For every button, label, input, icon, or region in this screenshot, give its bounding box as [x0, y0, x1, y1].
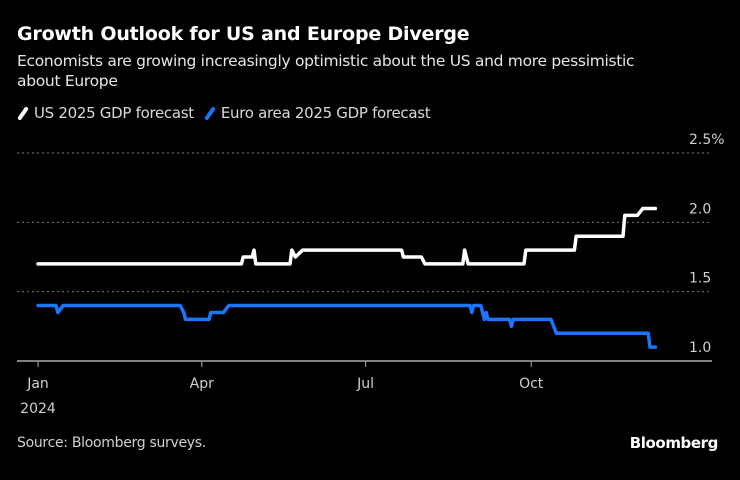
gridlines — [17, 152, 712, 293]
source-note: Source: Bloomberg surveys. — [17, 435, 206, 451]
chart-title: Growth Outlook for US and Europe Diverge — [17, 23, 470, 45]
y-tick-label: 2.0 — [689, 201, 711, 217]
y-tick-label: 2.5% — [689, 132, 725, 148]
series-line-us — [36, 206, 658, 266]
series-line-euro — [36, 303, 658, 349]
bloomberg-logo: Bloomberg — [629, 434, 719, 452]
x-axis: Jan 2024 Apr Jul Oct — [17, 360, 712, 417]
x-tick-label: Jul — [356, 376, 374, 392]
legend-label-us: US 2025 GDP forecast — [34, 104, 194, 122]
x-tick-label: Apr — [190, 376, 214, 392]
legend-label-euro: Euro area 2025 GDP forecast — [220, 104, 431, 122]
x-tick-sublabel: 2024 — [20, 401, 56, 417]
x-tick-label: Jan — [26, 376, 49, 392]
y-tick-label: 1.5 — [689, 271, 711, 287]
series-lines — [36, 206, 658, 349]
x-tick-label: Oct — [519, 376, 544, 392]
legend-item-euro: Euro area 2025 GDP forecast — [203, 104, 431, 122]
legend-item-us: US 2025 GDP forecast — [17, 104, 194, 122]
chart-subtitle: Economists are growing increasingly opti… — [17, 52, 635, 90]
y-tick-label: 1.0 — [689, 340, 711, 356]
y-axis-labels: 1.0 1.5 2.0 2.5% — [689, 132, 725, 356]
legend: US 2025 GDP forecast Euro area 2025 GDP … — [17, 104, 440, 122]
